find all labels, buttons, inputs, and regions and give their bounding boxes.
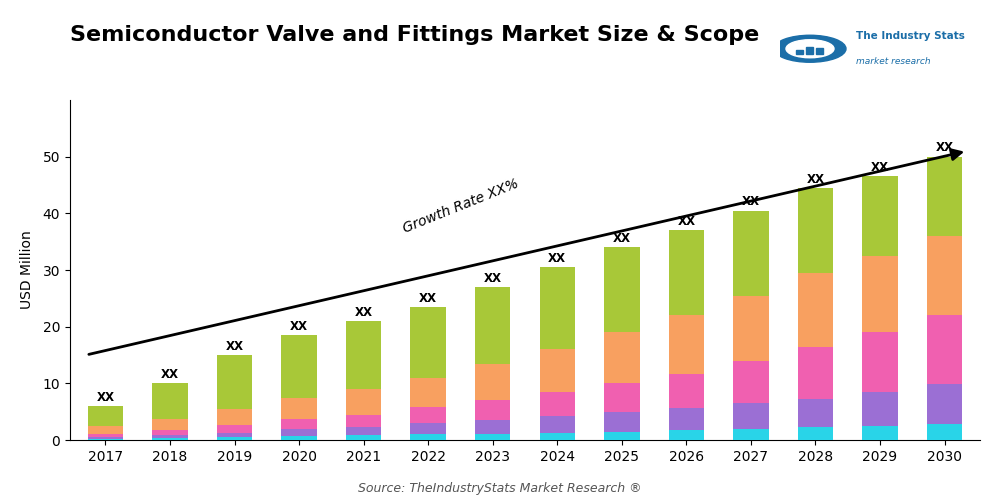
Bar <box>669 230 704 316</box>
Text: XX: XX <box>484 272 502 284</box>
Bar <box>540 267 575 349</box>
Bar <box>346 389 381 414</box>
Bar <box>862 176 898 256</box>
Text: XX: XX <box>355 306 373 318</box>
Bar <box>152 438 188 440</box>
Bar <box>410 307 446 378</box>
Bar <box>217 409 252 426</box>
Bar <box>798 273 833 346</box>
Bar <box>346 427 381 436</box>
Text: XX: XX <box>613 232 631 245</box>
Text: XX: XX <box>677 215 695 228</box>
Bar <box>281 429 317 436</box>
Bar <box>475 400 510 419</box>
Text: XX: XX <box>871 161 889 174</box>
Bar <box>152 430 188 436</box>
Bar <box>88 439 123 440</box>
Bar <box>733 428 769 440</box>
Bar <box>604 432 640 440</box>
Bar <box>733 360 769 403</box>
Text: XX: XX <box>742 195 760 208</box>
Bar <box>281 436 317 440</box>
Bar <box>540 350 575 392</box>
Bar <box>798 398 833 427</box>
Circle shape <box>786 40 834 58</box>
Bar <box>816 48 823 54</box>
Bar <box>217 355 252 409</box>
Bar <box>475 364 510 401</box>
Text: market research: market research <box>856 57 931 66</box>
Bar <box>604 332 640 384</box>
Bar <box>669 374 704 408</box>
Bar <box>88 434 123 437</box>
Bar <box>604 384 640 411</box>
Bar <box>927 156 962 236</box>
Bar <box>152 419 188 430</box>
Bar <box>862 332 898 392</box>
Circle shape <box>774 35 846 62</box>
Bar <box>862 392 898 426</box>
Bar <box>346 414 381 427</box>
Bar <box>669 430 704 440</box>
Bar <box>862 426 898 440</box>
Text: XX: XX <box>226 340 244 352</box>
Bar <box>927 316 962 384</box>
Bar <box>281 335 317 398</box>
Bar <box>540 392 575 415</box>
Bar <box>410 423 446 434</box>
Text: XX: XX <box>806 172 824 186</box>
Bar <box>798 427 833 440</box>
Bar <box>475 420 510 434</box>
Bar <box>604 412 640 432</box>
Text: XX: XX <box>161 368 179 381</box>
Text: Semiconductor Valve and Fittings Market Size & Scope: Semiconductor Valve and Fittings Market … <box>70 25 759 45</box>
Bar <box>798 188 833 273</box>
Text: Growth Rate XX%: Growth Rate XX% <box>401 176 520 236</box>
Bar <box>152 436 188 438</box>
Bar <box>798 346 833 399</box>
Bar <box>796 50 803 54</box>
Bar <box>862 256 898 332</box>
Bar <box>733 403 769 428</box>
Bar <box>346 436 381 440</box>
Bar <box>927 236 962 316</box>
Y-axis label: USD Million: USD Million <box>20 230 34 310</box>
Bar <box>669 316 704 374</box>
Bar <box>540 432 575 440</box>
Text: Source: TheIndustryStats Market Research ®: Source: TheIndustryStats Market Research… <box>358 482 642 495</box>
Bar <box>217 432 252 437</box>
Bar <box>281 398 317 419</box>
Bar <box>410 407 446 423</box>
Text: XX: XX <box>936 142 954 154</box>
Bar <box>217 426 252 432</box>
Bar <box>475 287 510 364</box>
Text: The Industry Stats: The Industry Stats <box>856 31 965 41</box>
Text: XX: XX <box>96 390 114 404</box>
Bar <box>88 406 123 426</box>
Bar <box>733 210 769 296</box>
Bar <box>410 434 446 440</box>
Bar <box>669 408 704 430</box>
Bar <box>281 419 317 429</box>
Bar <box>410 378 446 407</box>
Bar <box>806 46 813 54</box>
Bar <box>540 416 575 432</box>
Bar <box>217 437 252 440</box>
Bar <box>88 426 123 434</box>
Bar <box>927 424 962 440</box>
Bar <box>88 437 123 439</box>
Bar <box>346 321 381 389</box>
Bar <box>604 248 640 332</box>
Text: XX: XX <box>548 252 566 265</box>
Text: XX: XX <box>290 320 308 333</box>
Bar <box>152 384 188 419</box>
Text: XX: XX <box>419 292 437 304</box>
Bar <box>733 296 769 360</box>
Bar <box>475 434 510 440</box>
Bar <box>927 384 962 424</box>
